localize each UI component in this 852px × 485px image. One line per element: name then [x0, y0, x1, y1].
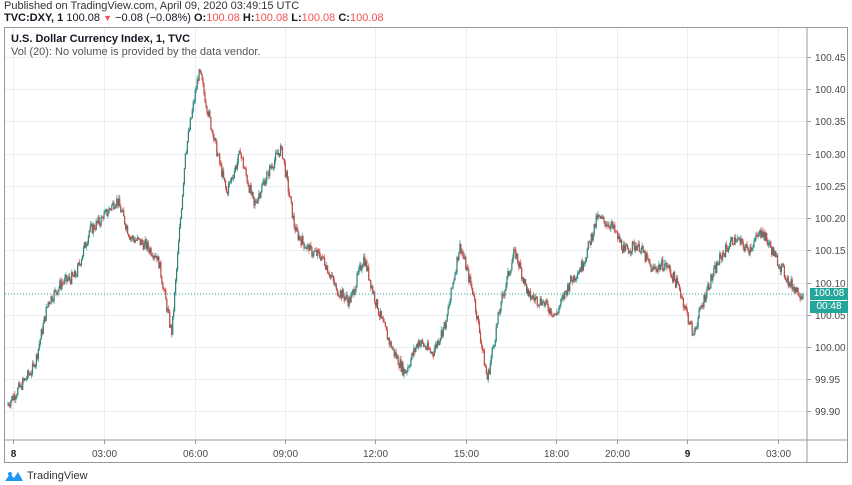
svg-text:20:00: 20:00	[605, 449, 630, 460]
high-label: H:	[242, 12, 255, 24]
chart-grid	[5, 28, 807, 440]
svg-text:18:00: 18:00	[544, 449, 569, 460]
triangle-down-icon: ▼	[103, 13, 112, 23]
published-info: Published on TradingView.com, April 09, …	[4, 0, 300, 12]
volume-legend: Vol (20): No volume is provided by the d…	[11, 46, 261, 58]
svg-text:100.40: 100.40	[815, 85, 846, 96]
open-value: 100.08	[206, 12, 240, 24]
symbol-name[interactable]: TVC:DXY, 1	[4, 12, 64, 24]
svg-text:100.20: 100.20	[815, 214, 846, 225]
current-price-badge: 100.08	[810, 288, 848, 300]
svg-text:100.05: 100.05	[815, 311, 846, 322]
tradingview-logo-icon	[5, 471, 23, 481]
last-price: 100.08	[66, 12, 101, 24]
svg-text:99.95: 99.95	[815, 375, 840, 386]
price-axis[interactable]: 100.45 100.40 100.35 100.30 100.25 100.20 100.…	[807, 53, 846, 418]
price-series	[7, 68, 804, 409]
svg-text:100.25: 100.25	[815, 182, 846, 193]
tradingview-brand[interactable]: TradingView	[4, 470, 88, 482]
svg-text:06:00: 06:00	[183, 449, 208, 460]
symbol-info-bar: TVC:DXY, 1 100.08 ▼ −0.08 (−0.08%) O:100…	[4, 12, 384, 24]
svg-text:09:00: 09:00	[273, 449, 298, 460]
svg-text:9: 9	[685, 449, 691, 460]
svg-text:100.35: 100.35	[815, 117, 846, 128]
close-value: 100.08	[349, 12, 384, 24]
price-change: −0.08 (−0.08%)	[115, 12, 191, 24]
chart-frame	[4, 27, 848, 463]
svg-text:15:00: 15:00	[454, 449, 479, 460]
svg-text:100.30: 100.30	[815, 150, 846, 161]
chart-legend-title[interactable]: U.S. Dollar Currency Index, 1, TVC	[11, 33, 191, 45]
close-label: C:	[338, 12, 350, 24]
svg-text:100.45: 100.45	[815, 53, 846, 64]
bar-countdown-badge: 00:48	[810, 301, 848, 313]
svg-text:03:00: 03:00	[92, 449, 117, 460]
svg-text:03:00: 03:00	[766, 449, 791, 460]
svg-text:100.10: 100.10	[815, 279, 846, 290]
brand-name: TradingView	[27, 470, 88, 482]
svg-text:12:00: 12:00	[363, 449, 388, 460]
open-label: O:	[193, 12, 207, 24]
high-value: 100.08	[254, 12, 289, 24]
svg-text:8: 8	[11, 449, 17, 460]
svg-text:99.90: 99.90	[815, 407, 840, 418]
time-axis[interactable]: 8 03:00 06:00 09:00 12:00 15:00 18:00 20:00 9 03:…	[11, 440, 792, 460]
low-label: L:	[291, 12, 302, 24]
low-value: 100.08	[301, 12, 336, 24]
svg-text:100.00: 100.00	[815, 343, 846, 354]
svg-text:100.15: 100.15	[815, 246, 846, 257]
